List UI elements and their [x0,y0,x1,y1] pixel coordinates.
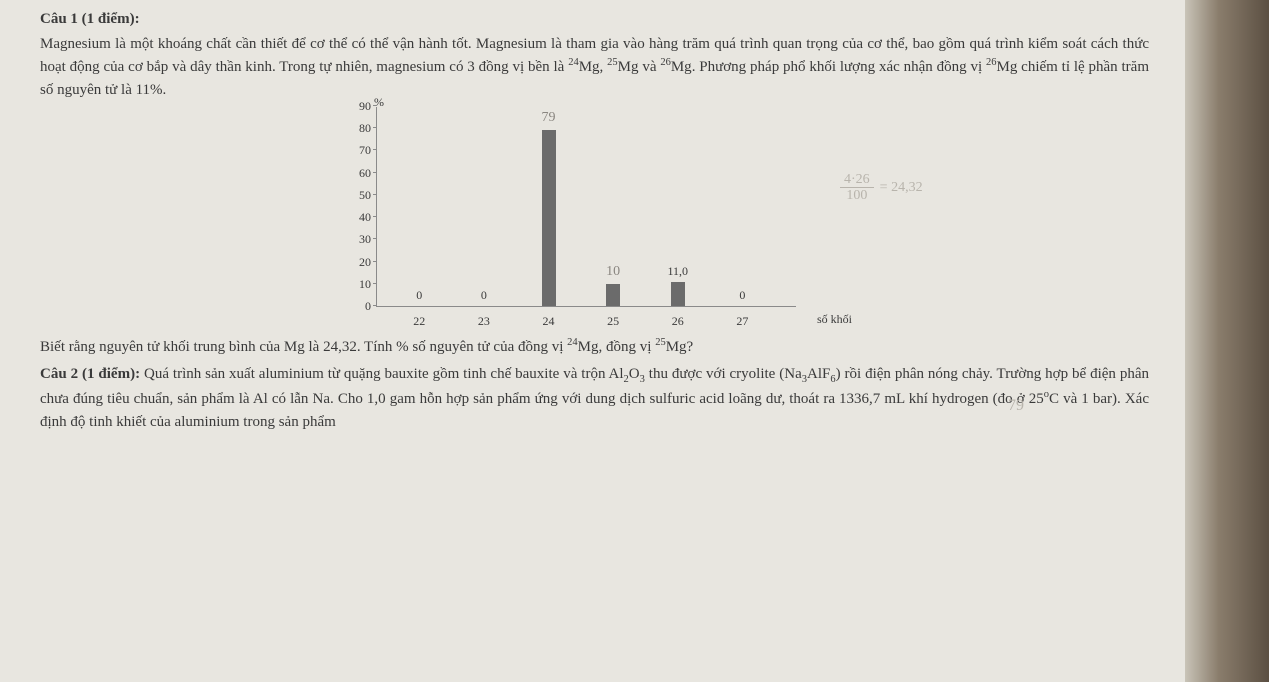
worksheet-page: Câu 1 (1 điểm): Magnesium là một khoáng … [0,0,1185,682]
question-1-paragraph: Magnesium là một khoáng chất cần thiết đ… [40,33,1149,102]
y-tick-label: 30 [347,230,371,248]
question-2-title: Câu 2 (1 điểm): [40,366,140,382]
calc-result: = 24,32 [880,180,923,195]
bar: 10 [606,284,620,306]
y-tick-mark [373,261,377,262]
p2-iso25: 25 [655,337,666,348]
p2-mg1: Mg, đồng vị [578,339,656,355]
bar: 11,0 [671,282,685,306]
bar: 79 [542,130,556,306]
y-tick-mark [373,149,377,150]
handwritten-79: 79 [1008,394,1024,418]
bar-value-label: 11,0 [667,262,688,282]
calc-numerator: 4·26 [840,172,874,188]
y-tick-label: 70 [347,141,371,159]
q1-text-b: và [638,59,660,75]
y-tick-label: 40 [347,208,371,226]
calc-denominator: 100 [840,188,874,203]
mg-2: Mg [618,59,639,75]
y-tick-mark [373,283,377,284]
y-tick-mark [373,305,377,306]
question-1-prompt: Biết rằng nguyên tử khối trung bình của … [40,335,1149,359]
bar-value-label: 0 [739,286,745,306]
handwritten-calculation: 4·26 100 = 24,32 [840,172,923,204]
y-tick-label: 80 [347,119,371,137]
p2-mg2: Mg? [666,339,694,355]
y-tick-mark [373,216,377,217]
x-tick-label: 22 [413,306,425,330]
x-tick-label: 23 [478,306,490,330]
mg-1: Mg [579,59,600,75]
q1-text-c: . Phương pháp phổ khối lượng xác nhận đồ… [692,59,986,75]
y-tick-label: 10 [347,275,371,293]
bar-value-label: 0 [481,286,487,306]
q2-t1: Quá trình sản xuất aluminium từ quặng ba… [140,366,623,382]
y-tick-label: 60 [347,164,371,182]
y-tick-label: 20 [347,253,371,271]
q1-p2a: Biết rằng nguyên tử khối trung bình của … [40,339,567,355]
alf: AlF [807,366,830,382]
chart-area: số khối 01020304050607080900220237924102… [376,107,796,307]
bar-value-label: 10 [606,261,620,284]
iso26-sup: 26 [660,57,671,68]
y-tick-mark [373,238,377,239]
q2-t2: thu được với cryolite (Na [645,366,802,382]
question-1-title: Câu 1 (1 điểm): [40,8,1149,31]
y-tick-mark [373,194,377,195]
y-tick-mark [373,105,377,106]
x-tick-label: 24 [543,306,555,330]
y-tick-label: 90 [347,97,371,115]
iso26-sup-2: 26 [986,57,997,68]
bar-value-label: 79 [542,107,556,130]
photo-edge [1185,0,1269,682]
iso25-sup: 25 [607,57,618,68]
x-tick-label: 27 [736,306,748,330]
o: O [629,366,640,382]
x-axis-title: số khối [817,310,852,328]
mass-spectrum-chart: % số khối 010203040506070809002202379241… [340,107,800,307]
y-tick-label: 0 [347,297,371,315]
x-tick-label: 26 [672,306,684,330]
question-2-paragraph: Câu 2 (1 điểm): Quá trình sản xuất alumi… [40,363,1149,434]
bar-value-label: 0 [416,286,422,306]
x-tick-label: 25 [607,306,619,330]
y-tick-mark [373,127,377,128]
mg-3: Mg [671,59,692,75]
y-tick-mark [373,172,377,173]
y-tick-label: 50 [347,186,371,204]
p2-iso24: 24 [567,337,578,348]
iso24-sup: 24 [568,57,579,68]
